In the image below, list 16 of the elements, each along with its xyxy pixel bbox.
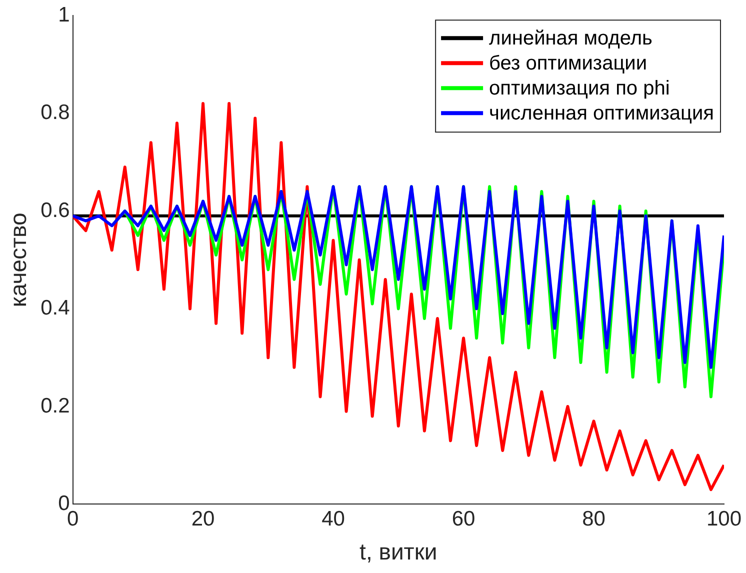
x-tick-label: 20: [191, 508, 215, 531]
x-tick-label: 60: [452, 508, 476, 531]
y-tick-label: 0.4: [40, 296, 70, 320]
x-tick-label: 100: [706, 508, 742, 531]
legend-label: линейная модель: [489, 28, 652, 50]
legend-label: оптимизация по phi: [489, 78, 670, 100]
legend-label: численная оптимизация: [489, 102, 714, 125]
y-tick-label: 0.2: [40, 394, 70, 418]
y-tick-label: 0.8: [40, 101, 70, 124]
x-axis-title: t, витки: [360, 538, 438, 565]
x-tick-label: 80: [582, 508, 606, 531]
legend-label: без оптимизации: [489, 52, 648, 75]
y-axis-title: качество: [5, 212, 32, 308]
x-tick-label: 40: [322, 508, 345, 531]
y-tick-label: 0.6: [40, 198, 70, 222]
y-tick-label: 1: [58, 3, 70, 26]
